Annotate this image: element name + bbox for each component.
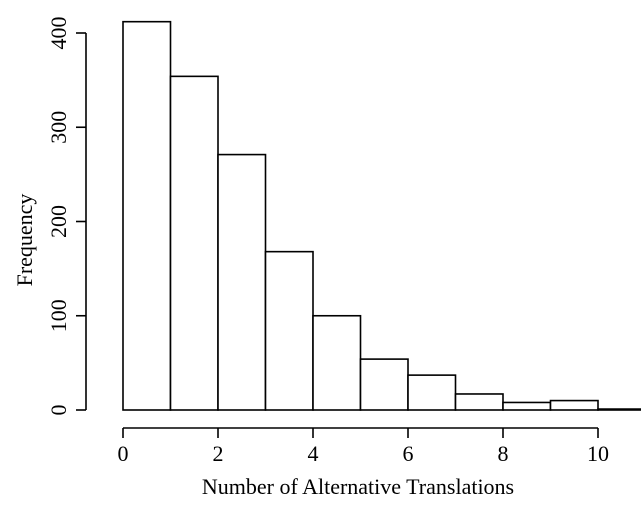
x-tick-label: 6	[403, 441, 414, 466]
x-tick-label: 2	[213, 441, 224, 466]
x-axis-label: Number of Alternative Translations	[202, 474, 514, 499]
x-tick-label: 0	[118, 441, 129, 466]
histogram-bar	[169, 75, 219, 411]
x-tick-label: 8	[498, 441, 509, 466]
y-tick-label: 0	[46, 405, 71, 416]
histogram-bar	[217, 153, 267, 411]
y-tick-label: 300	[46, 111, 71, 144]
y-tick-label: 200	[46, 205, 71, 238]
histogram-bar	[359, 358, 409, 411]
histogram-bar	[597, 408, 641, 411]
histogram-bar	[122, 20, 172, 411]
x-tick-label: 4	[308, 441, 319, 466]
histogram-bar	[454, 393, 504, 411]
y-tick-label: 100	[46, 299, 71, 332]
bars-group	[122, 20, 641, 411]
histogram-bar	[407, 374, 457, 411]
y-axis-label: Frequency	[12, 194, 37, 287]
histogram-bar	[264, 250, 314, 411]
x-tick-label: 10	[587, 441, 609, 466]
histogram-bar	[549, 399, 599, 411]
histogram-bar	[502, 401, 552, 411]
y-axis: 0 100 200 300 400	[46, 17, 87, 416]
histogram-bar	[312, 314, 362, 411]
y-tick-label: 400	[46, 17, 71, 50]
x-axis: 0 2 4 6 8 10	[118, 427, 609, 466]
